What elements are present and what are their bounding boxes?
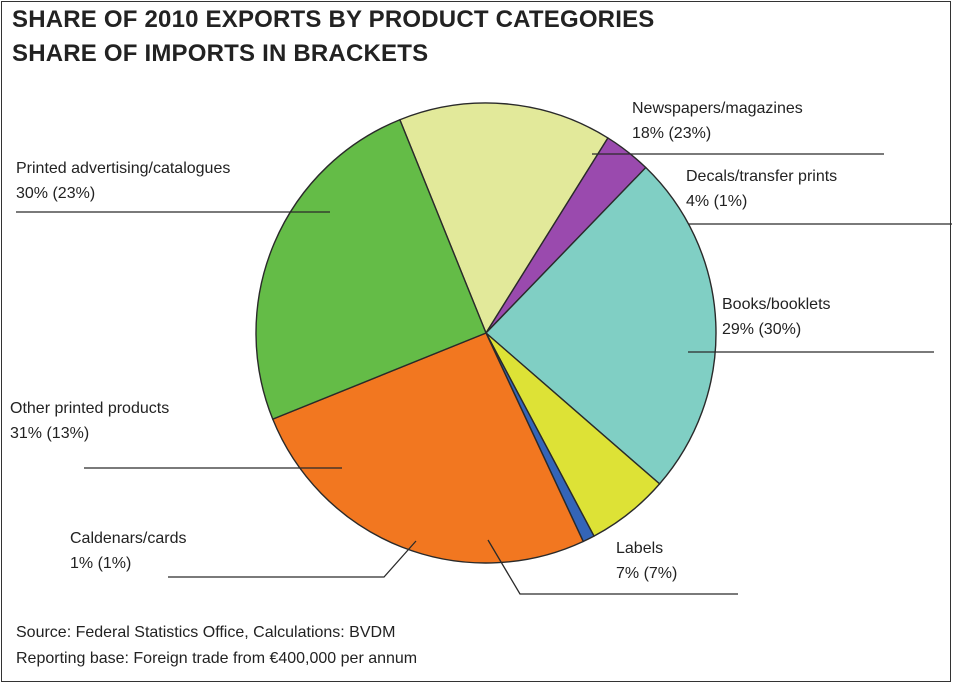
slice-name-decals: Decals/transfer prints (686, 168, 838, 185)
slice-value-labels: 7% (7%) (616, 565, 678, 582)
pie-slice-books (485, 166, 717, 485)
slice-label-books: Books/booklets 29% (30%) (722, 292, 831, 342)
slice-name-advertising: Printed advertising/catalogues (16, 160, 231, 177)
slice-value-calendars: 1% (1%) (70, 555, 132, 572)
source-note: Source: Federal Statistics Office, Calcu… (16, 624, 396, 641)
slice-label-labels: Labels 7% (7%) (616, 536, 677, 586)
slice-value-other: 31% (13%) (10, 425, 90, 442)
pie-slice-newspapers (399, 102, 609, 334)
slice-name-newspapers: Newspapers/magazines (632, 100, 803, 117)
slice-label-decals: Decals/transfer prints 4% (1%) (686, 164, 837, 214)
leader-line-labels (487, 539, 738, 595)
reporting-base-note: Reporting base: Foreign trade from €400,… (16, 650, 418, 667)
slice-name-labels: Labels (616, 540, 664, 557)
chart-title: SHARE OF 2010 EXPORTS BY PRODUCT CATEGOR… (12, 6, 655, 33)
slice-label-other: Other printed products 31% (13%) (10, 396, 169, 446)
slice-name-calendars: Caldenars/cards (70, 530, 187, 547)
chart-subtitle: SHARE OF IMPORTS IN BRACKETS (12, 40, 429, 67)
slice-value-books: 29% (30%) (722, 321, 802, 338)
slice-name-books: Books/booklets (722, 296, 831, 313)
slice-label-advertising: Printed advertising/catalogues 30% (23%) (16, 156, 230, 206)
slice-label-calendars: Caldenars/cards 1% (1%) (70, 526, 187, 576)
slice-name-other: Other printed products (10, 400, 170, 417)
slice-value-decals: 4% (1%) (686, 193, 748, 210)
slice-value-newspapers: 18% (23%) (632, 125, 712, 142)
leader-line-calendars (168, 540, 417, 578)
slice-value-advertising: 30% (23%) (16, 185, 96, 202)
slice-label-newspapers: Newspapers/magazines 18% (23%) (632, 96, 803, 146)
pie-slice-other (272, 332, 584, 564)
pie-slice-advertising (255, 119, 487, 420)
